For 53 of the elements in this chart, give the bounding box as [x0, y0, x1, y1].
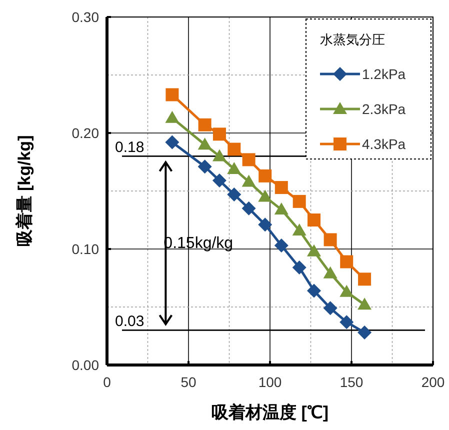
- point: [227, 162, 242, 174]
- x-tick-label: 100: [258, 374, 282, 390]
- point: [198, 160, 212, 174]
- point: [274, 238, 288, 253]
- point: [340, 284, 354, 297]
- y-tick-label: 0.10: [72, 241, 100, 257]
- point: [274, 181, 288, 194]
- point: [242, 153, 256, 166]
- point: [165, 110, 180, 123]
- ref-line-label: 0.18: [115, 139, 144, 156]
- legend-title: 水蒸気分圧: [320, 32, 385, 47]
- y-tick-label: 0.00: [72, 357, 100, 373]
- point: [324, 233, 337, 246]
- y-tick-label: 0.20: [72, 125, 100, 141]
- point: [340, 315, 354, 330]
- point: [307, 284, 322, 298]
- point: [227, 187, 242, 202]
- point: [323, 301, 338, 316]
- point: [258, 218, 272, 232]
- point: [258, 169, 272, 182]
- ref-line-label: 0.03: [115, 313, 144, 330]
- y-axis-title: 吸着量 [kg/kg]: [15, 135, 34, 247]
- point: [292, 223, 306, 236]
- legend-label: 1.2kPa: [362, 66, 406, 82]
- legend-label: 2.3kPa: [362, 101, 406, 117]
- x-tick-label: 150: [340, 374, 364, 390]
- point: [358, 272, 372, 286]
- point: [292, 194, 306, 208]
- point: [228, 142, 241, 156]
- point: [212, 174, 226, 188]
- point: [212, 128, 226, 141]
- point: [308, 214, 321, 226]
- point: [165, 135, 180, 150]
- point: [258, 190, 272, 202]
- x-tick-label: 0: [103, 374, 112, 390]
- x-tick-label: 50: [180, 374, 196, 390]
- point: [198, 138, 212, 150]
- point: [323, 266, 338, 278]
- point: [242, 201, 256, 216]
- point: [242, 174, 256, 187]
- point: [358, 298, 372, 310]
- point: [292, 260, 306, 275]
- x-axis-title: 吸着材温度 [℃]: [211, 403, 329, 422]
- legend-label: 4.3kPa: [362, 136, 406, 152]
- point: [212, 149, 226, 162]
- x-tick-label: 200: [421, 374, 445, 390]
- point: [307, 244, 322, 256]
- point: [166, 88, 179, 102]
- point: [358, 326, 372, 340]
- point: [340, 255, 354, 268]
- point: [274, 202, 288, 215]
- y-tick-label: 0.30: [72, 9, 100, 25]
- point: [198, 118, 212, 132]
